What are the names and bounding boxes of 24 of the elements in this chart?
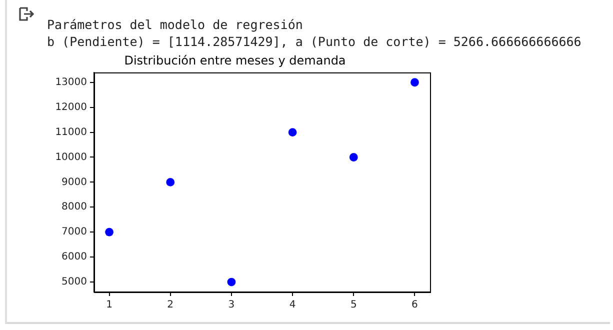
y-tick-label: 11000 [55,126,87,138]
x-tick-label: 3 [228,300,235,311]
point [105,228,114,236]
point [288,128,297,136]
y-tick-label: 8000 [62,202,87,213]
x-tick-label: 4 [289,300,296,311]
y-tick-label: 9000 [62,176,87,188]
point [166,178,175,186]
text: Parámetros del modelo de regresión [47,16,304,33]
x-tick-label: 5 [350,300,357,311]
text: b (Pendiente) = [1114.28571429], a (Punto de corte) = 5266.666666666666 [47,33,582,50]
y-tick-label: 13000 [55,76,87,88]
point [410,78,419,87]
y-tick-label: 12000 [55,102,87,113]
chart-title: Distribución entre meses y demanda [124,53,346,68]
y-tick-label: 5000 [62,276,87,288]
y-tick-label: 7000 [62,226,87,238]
x-tick-label: 6 [412,300,418,311]
point [349,153,358,162]
y-tick-label: 10000 [55,152,87,163]
point [227,278,236,286]
x-tick-label: 2 [167,300,174,311]
x-tick-label: 1 [106,300,112,311]
y-tick-label: 6000 [62,252,87,263]
